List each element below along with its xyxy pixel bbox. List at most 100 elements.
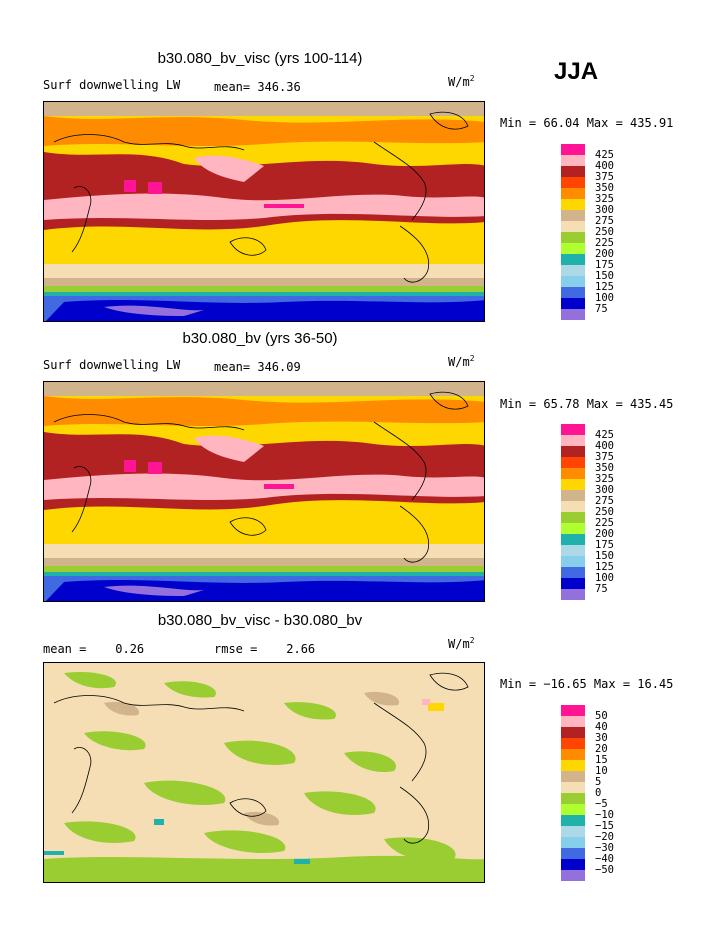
legend2-swatch: [561, 501, 585, 512]
midlat-band: [44, 116, 484, 146]
diff-neg-patch: [384, 837, 456, 861]
legend1-label: 150: [595, 270, 614, 282]
coast-australia: [229, 237, 267, 256]
diff-pos-patches: [104, 691, 400, 826]
antarctica-inner: [45, 580, 484, 601]
panel3-rmse-label: rmse = 2.66: [214, 642, 316, 656]
legend1-label: 400: [595, 160, 614, 172]
diff-min-patch-2: [44, 851, 64, 855]
legend3-swatch: [561, 705, 585, 716]
legend2-swatch: [561, 534, 585, 545]
legend3-swatch: [561, 760, 585, 771]
coast-australia: [229, 798, 267, 817]
legend3-label: −50: [595, 864, 614, 876]
panel1-minmax-label: Min = 66.04 Max = 435.91: [500, 116, 674, 130]
panel1-map: [43, 101, 485, 322]
legend1-swatch: [561, 144, 585, 155]
coast-s-america: [399, 786, 430, 844]
panel2-variable-label: Surf downwelling LW: [43, 358, 181, 372]
season-label: JJA: [554, 58, 599, 85]
legend2-swatch: [561, 490, 585, 501]
hotspot-pacific: [264, 484, 294, 489]
legend3-swatch: [561, 749, 585, 760]
subtrop-south: [44, 512, 484, 536]
legend3-swatch: [561, 782, 585, 793]
diff-neg-patch: [44, 855, 484, 882]
coast-s-america: [399, 505, 430, 563]
coast-n-america: [373, 421, 427, 501]
panel2-title: b30.080_bv (yrs 36-50): [182, 330, 338, 347]
legend3-swatch: [561, 738, 585, 749]
southern-high: [44, 558, 484, 568]
legend1-label: 275: [595, 215, 614, 227]
legend2-swatch: [561, 523, 585, 534]
hotspot-india: [124, 180, 136, 192]
coast-eurasia: [53, 414, 245, 431]
legend3-label: 0: [595, 787, 602, 799]
coast-n-america: [373, 702, 427, 782]
legend3-swatch: [561, 771, 585, 782]
panel1-units-label: W/m2: [448, 74, 475, 89]
legend3-label: 50: [595, 710, 608, 722]
antarctica-inner: [45, 300, 484, 321]
legend2-swatch: [561, 578, 585, 589]
legend2-label: 325: [595, 473, 614, 485]
legend2-swatch: [561, 545, 585, 556]
panel2-mean-label: mean= 346.09: [214, 360, 301, 374]
legend1-swatch: [561, 309, 585, 320]
legend3-label: −40: [595, 853, 614, 865]
coast-greenland: [429, 391, 469, 410]
diff-pos-patch: [244, 811, 280, 826]
legend2-label: 400: [595, 440, 614, 452]
legend1-swatch: [561, 188, 585, 199]
legend3-label: 20: [595, 743, 608, 755]
legend1-swatch: [561, 177, 585, 188]
panel3-title: b30.080_bv_visc - b30.080_bv: [157, 612, 363, 629]
diff-neg-patch: [304, 791, 376, 815]
legend2-label: 225: [595, 517, 614, 529]
diff-neg-patches: [44, 671, 484, 882]
panel2-map-svg: [44, 382, 484, 601]
legend3-label: −5: [595, 798, 608, 810]
legend3-label: 15: [595, 754, 608, 766]
diff-neg-patch: [344, 751, 396, 773]
legend1-label: 300: [595, 204, 614, 216]
legend2-swatch: [561, 479, 585, 490]
legend1-label: 225: [595, 237, 614, 249]
legend2-swatch: [561, 457, 585, 468]
legend2-swatch: [561, 424, 585, 435]
diff-neg-patch: [64, 671, 116, 689]
antarctica-min: [104, 305, 204, 316]
legend2-label: 350: [595, 462, 614, 474]
legend1-label: 325: [595, 193, 614, 205]
asia-warm: [194, 435, 264, 462]
panel2-units-label: W/m2: [448, 354, 475, 369]
panel1-variable-label: Surf downwelling LW: [43, 78, 181, 92]
legend1-label: 375: [595, 171, 614, 183]
legend2-label: 150: [595, 550, 614, 562]
legend3-label: −15: [595, 820, 614, 832]
antarctica-min: [104, 585, 204, 596]
legend1-label: 200: [595, 248, 614, 260]
panel3-units-label: W/m2: [448, 636, 475, 651]
diff-neg-patch: [204, 830, 286, 853]
legend1-swatch: [561, 166, 585, 177]
legend1-label: 425: [595, 149, 614, 161]
legend3-swatch: [561, 826, 585, 837]
hotspot-pacific: [264, 204, 304, 208]
coast-eurasia: [53, 134, 245, 151]
legend1-swatch: [561, 210, 585, 221]
legend2-label: 125: [595, 561, 614, 573]
diff-neg-patch: [84, 731, 146, 751]
legend2-label: 75: [595, 583, 608, 595]
coast-africa: [71, 186, 92, 253]
southern-ocean: [44, 286, 484, 292]
legend1-swatch: [561, 265, 585, 276]
legend2-swatch: [561, 556, 585, 567]
legend3-label: 40: [595, 721, 608, 733]
hotspot-india: [124, 460, 136, 472]
legend3-swatch: [561, 716, 585, 727]
coast-greenland: [429, 672, 469, 691]
panel2-coastlines: [53, 391, 469, 563]
diff-neg-patch: [64, 821, 136, 843]
